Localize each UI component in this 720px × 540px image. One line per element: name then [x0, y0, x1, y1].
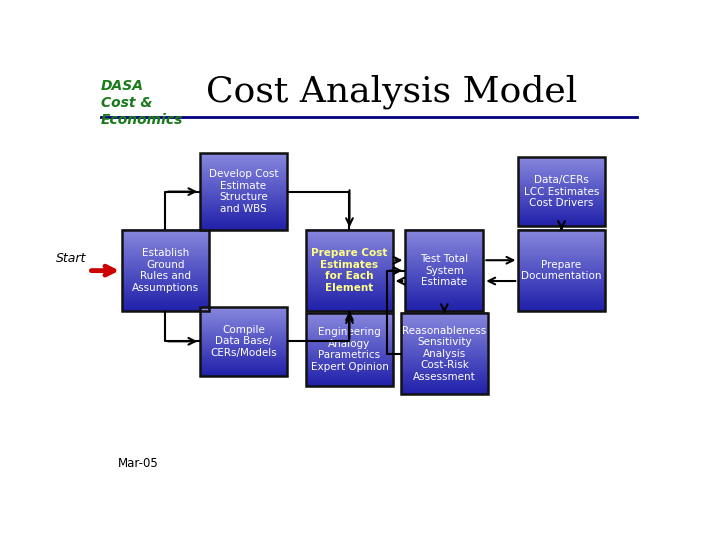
Text: Prepare
Documentation: Prepare Documentation [521, 260, 602, 281]
Bar [200, 307, 287, 376]
Bar [306, 313, 392, 386]
Bar [200, 153, 287, 230]
Text: Prepare Cost
Estimates
for Each
Element: Prepare Cost Estimates for Each Element [311, 248, 387, 293]
Text: Establish
Ground
Rules and
Assumptions: Establish Ground Rules and Assumptions [132, 248, 199, 293]
Bar [405, 230, 483, 311]
Text: Start: Start [55, 252, 86, 265]
Bar [122, 230, 209, 311]
Bar [401, 313, 487, 394]
Text: Test Total
System
Estimate: Test Total System Estimate [420, 254, 469, 287]
Text: Data/CERs
LCC Estimates
Cost Drivers: Data/CERs LCC Estimates Cost Drivers [524, 175, 599, 208]
Bar [518, 157, 605, 226]
Bar [518, 230, 605, 311]
Text: Cost &: Cost & [101, 96, 153, 110]
Text: Cost Analysis Model: Cost Analysis Model [206, 75, 577, 109]
Text: DASA: DASA [101, 79, 144, 93]
Text: Mar-05: Mar-05 [118, 457, 158, 470]
Bar [306, 230, 392, 311]
Text: Engineering
Analogy
Parametrics
Expert Opinion: Engineering Analogy Parametrics Expert O… [310, 327, 388, 372]
Text: Economics: Economics [101, 113, 184, 126]
Text: Develop Cost
Estimate
Structure
and WBS: Develop Cost Estimate Structure and WBS [209, 169, 278, 214]
Text: Compile
Data Base/
CERs/Models: Compile Data Base/ CERs/Models [210, 325, 276, 358]
Text: Reasonableness
Sensitivity
Analysis
Cost-Risk
Assessment: Reasonableness Sensitivity Analysis Cost… [402, 326, 487, 382]
